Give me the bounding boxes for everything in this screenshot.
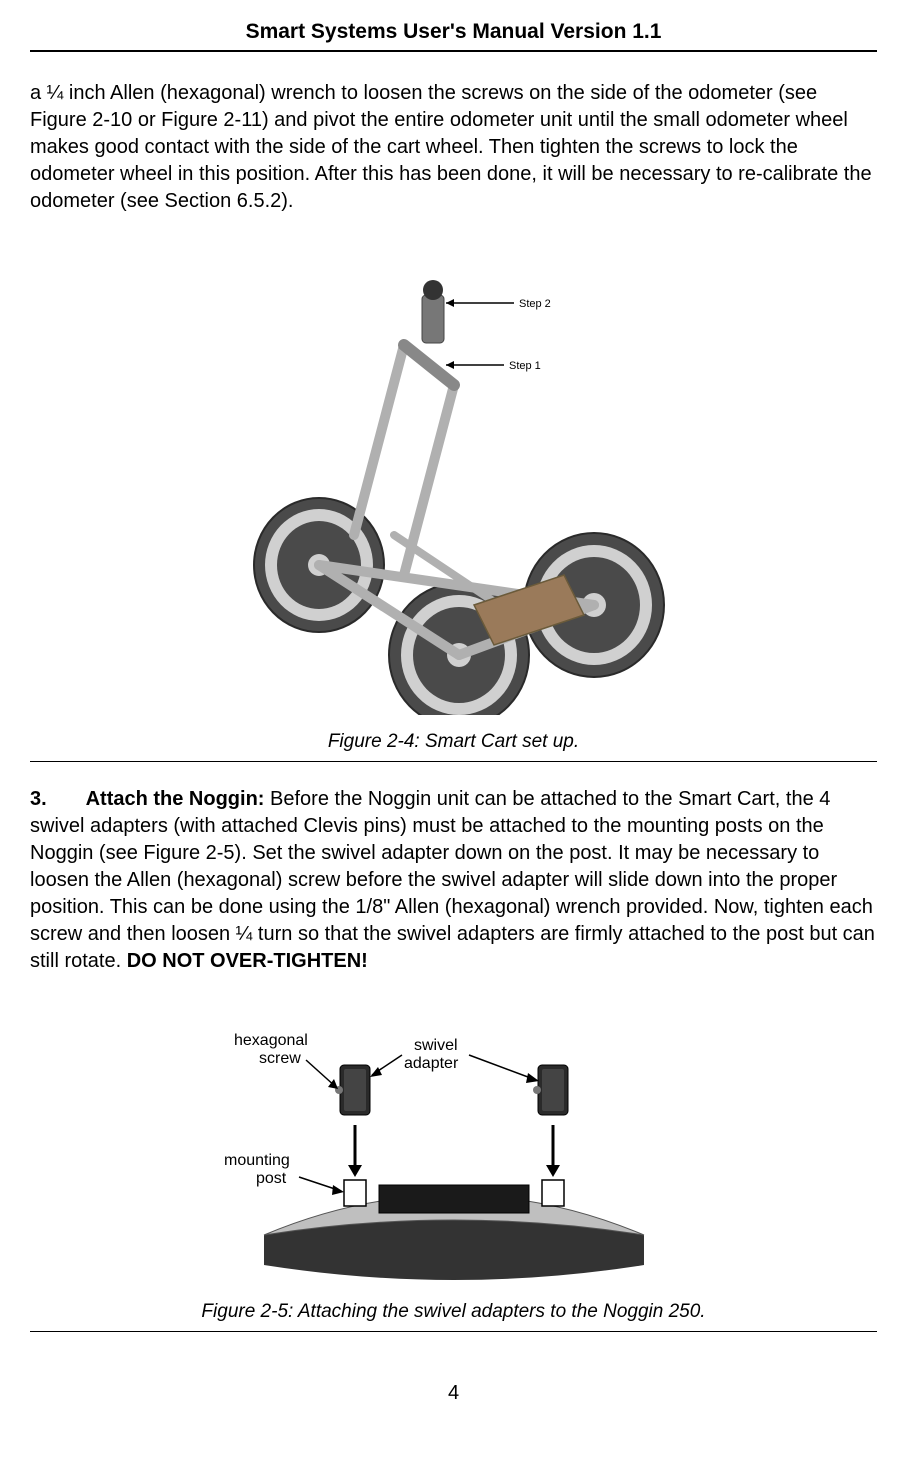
figure-2-4-label-step1: Step 1 bbox=[509, 360, 541, 372]
figure-2-5-label-hex-line2: screw bbox=[259, 1050, 301, 1067]
figure-2-4-svg: Step 1 Step 2 bbox=[194, 235, 714, 715]
figure-2-5-label-post-line1: mounting bbox=[224, 1152, 290, 1169]
figure-2-5-label-post-line2: post bbox=[256, 1170, 287, 1187]
paragraph-odometer: a ¼ inch Allen (hexagonal) wrench to loo… bbox=[30, 80, 877, 215]
figure-2-5-container: hexagonal screw swivel adapter mounting … bbox=[30, 995, 877, 1285]
page-number: 4 bbox=[30, 1382, 877, 1405]
step-3-title: Attach the Noggin: bbox=[86, 788, 265, 810]
figure-2-4-label-step2: Step 2 bbox=[519, 298, 551, 310]
figure-2-4-container: Step 1 Step 2 bbox=[30, 235, 877, 715]
step-3-number: 3. bbox=[30, 788, 47, 810]
figure-2-5-svg: hexagonal screw swivel adapter mounting … bbox=[204, 995, 704, 1285]
step-3-body: Before the Noggin unit can be attached t… bbox=[30, 788, 875, 972]
page-header-title: Smart Systems User's Manual Version 1.1 bbox=[30, 20, 877, 52]
figure-2-4-caption: Figure 2-4: Smart Cart set up. bbox=[30, 725, 877, 762]
figure-2-5-caption: Figure 2-5: Attaching the swivel adapter… bbox=[30, 1295, 877, 1332]
figure-2-5-label-swivel-line1: swivel bbox=[414, 1037, 458, 1054]
figure-2-5-label-swivel-line2: adapter bbox=[404, 1055, 459, 1072]
step-3-warning: DO NOT OVER-TIGHTEN! bbox=[127, 950, 368, 972]
paragraph-step-3: 3. Attach the Noggin: Before the Noggin … bbox=[30, 786, 877, 975]
figure-2-5-label-hex-line1: hexagonal bbox=[234, 1032, 308, 1049]
